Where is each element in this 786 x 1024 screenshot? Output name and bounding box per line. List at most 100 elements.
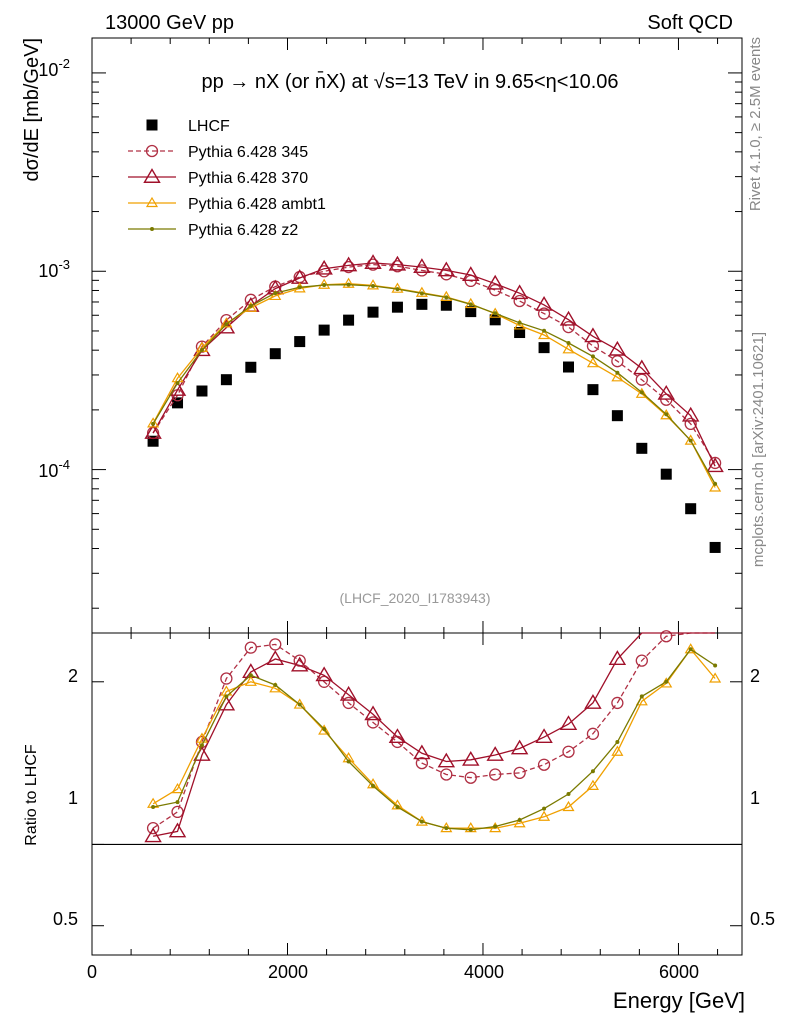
- data-point: [590, 354, 595, 359]
- data-point: [664, 412, 669, 417]
- data-point: [395, 287, 400, 292]
- data-point: [514, 327, 526, 339]
- ratio-point: [339, 685, 358, 701]
- ratio-point: [486, 746, 504, 761]
- data-point: [709, 481, 722, 492]
- data-point: [172, 397, 184, 409]
- data-point: [513, 294, 526, 308]
- ratio-point: [388, 728, 407, 744]
- ratio-point: [510, 739, 529, 755]
- data-point: [440, 268, 453, 281]
- ratio-point: [297, 702, 302, 707]
- ratio-point: [440, 768, 453, 781]
- data-point: [611, 371, 624, 382]
- ratio-point: [269, 638, 282, 651]
- legend-marker: [145, 196, 159, 208]
- ratio-point: [688, 647, 693, 652]
- data-point: [562, 320, 575, 334]
- data-point: [635, 387, 648, 398]
- data-point: [685, 503, 697, 515]
- data-point: [706, 457, 724, 473]
- data-point: [562, 343, 575, 354]
- ratio-line-0: [152, 632, 716, 829]
- ratio-tick-label-1-right: 1: [750, 788, 760, 808]
- ratio-point: [586, 779, 599, 790]
- legend-label-lhcf: LHCF: [188, 118, 230, 135]
- data-point: [343, 314, 355, 326]
- ratio-point: [709, 672, 722, 683]
- data-point: [489, 314, 501, 326]
- ratio-point: [542, 806, 547, 811]
- data-point: [713, 481, 718, 486]
- data-point: [366, 279, 380, 290]
- header-right-label: Soft QCD: [647, 12, 733, 34]
- ratio-tick-label-2-left: 2: [68, 666, 78, 686]
- data-point: [391, 282, 404, 293]
- data-point: [147, 417, 160, 428]
- ratio-point: [562, 800, 575, 812]
- series-line-4: [152, 284, 716, 485]
- data-point: [517, 320, 522, 325]
- legend-markers: [128, 119, 176, 231]
- ratio-point: [322, 726, 327, 731]
- mcplots-label: mcplots.cern.ch [arXiv:2401.10621]: [750, 332, 767, 567]
- data-point: [415, 264, 429, 277]
- data-point: [462, 266, 480, 281]
- ratio-point: [513, 817, 526, 828]
- data-point: [315, 259, 333, 275]
- data-point: [542, 328, 547, 333]
- data-point: [245, 361, 257, 373]
- ratio-point: [317, 675, 331, 688]
- ratio-point: [290, 656, 309, 672]
- ratio-point: [318, 724, 331, 735]
- y-axis-title: dσ/dE [mb/GeV]: [21, 38, 43, 182]
- ratio-point: [244, 641, 257, 654]
- ratio-line-1: [152, 632, 716, 837]
- data-point: [419, 291, 424, 296]
- ratio-point: [684, 643, 697, 654]
- ratio-point: [660, 630, 673, 643]
- data-point: [318, 324, 330, 336]
- ratio-point: [537, 758, 551, 771]
- data-point: [440, 290, 453, 302]
- data-point: [538, 328, 551, 340]
- x-tick-label-4000: 4000: [464, 962, 504, 982]
- ratio-point: [566, 792, 571, 796]
- data-point: [615, 370, 620, 375]
- y-tick-label-1e-3: 10-3: [38, 257, 70, 281]
- analysis-id-label: (LHCF_2020_I1783943): [340, 590, 491, 606]
- ratio-tick-label-05-right: 0.5: [750, 909, 775, 929]
- data-point: [297, 285, 302, 290]
- data-point: [537, 307, 551, 320]
- ratio-point: [590, 769, 595, 774]
- data-point: [489, 283, 502, 297]
- x-axis-title: Energy [GeV]: [613, 988, 745, 1013]
- data-point: [342, 277, 355, 288]
- data-point: [510, 284, 529, 300]
- data-point: [657, 384, 675, 400]
- data-point: [175, 381, 180, 386]
- ratio-point: [175, 800, 180, 805]
- data-point: [269, 289, 282, 301]
- data-point: [660, 409, 673, 420]
- axis-ticks: [91, 38, 742, 955]
- ratio-point: [144, 827, 162, 843]
- ratio-point: [366, 716, 380, 729]
- ratio-point: [517, 818, 522, 823]
- data-point: [195, 340, 209, 353]
- ratio-point: [586, 727, 600, 740]
- ratio-point: [562, 745, 575, 758]
- ratio-point: [584, 694, 602, 709]
- data-point: [440, 299, 452, 311]
- data-point: [684, 417, 697, 431]
- x-tick-label-6000: 6000: [659, 962, 699, 982]
- ratio-point: [364, 705, 382, 721]
- data-point: [468, 302, 473, 307]
- ratio-point: [489, 768, 502, 781]
- y-tick-label-1e-2: 10-2: [38, 56, 70, 80]
- ratio-point: [615, 739, 620, 744]
- data-point: [413, 258, 431, 274]
- data-point: [151, 421, 156, 426]
- data-point: [196, 385, 208, 397]
- data-point: [559, 310, 578, 326]
